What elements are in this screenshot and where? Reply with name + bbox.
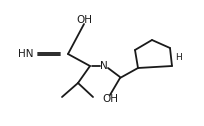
Text: N: N xyxy=(100,61,108,71)
Text: OH: OH xyxy=(76,15,92,25)
Text: OH: OH xyxy=(102,94,118,104)
Text: H: H xyxy=(175,54,182,62)
Text: HN: HN xyxy=(18,49,34,59)
